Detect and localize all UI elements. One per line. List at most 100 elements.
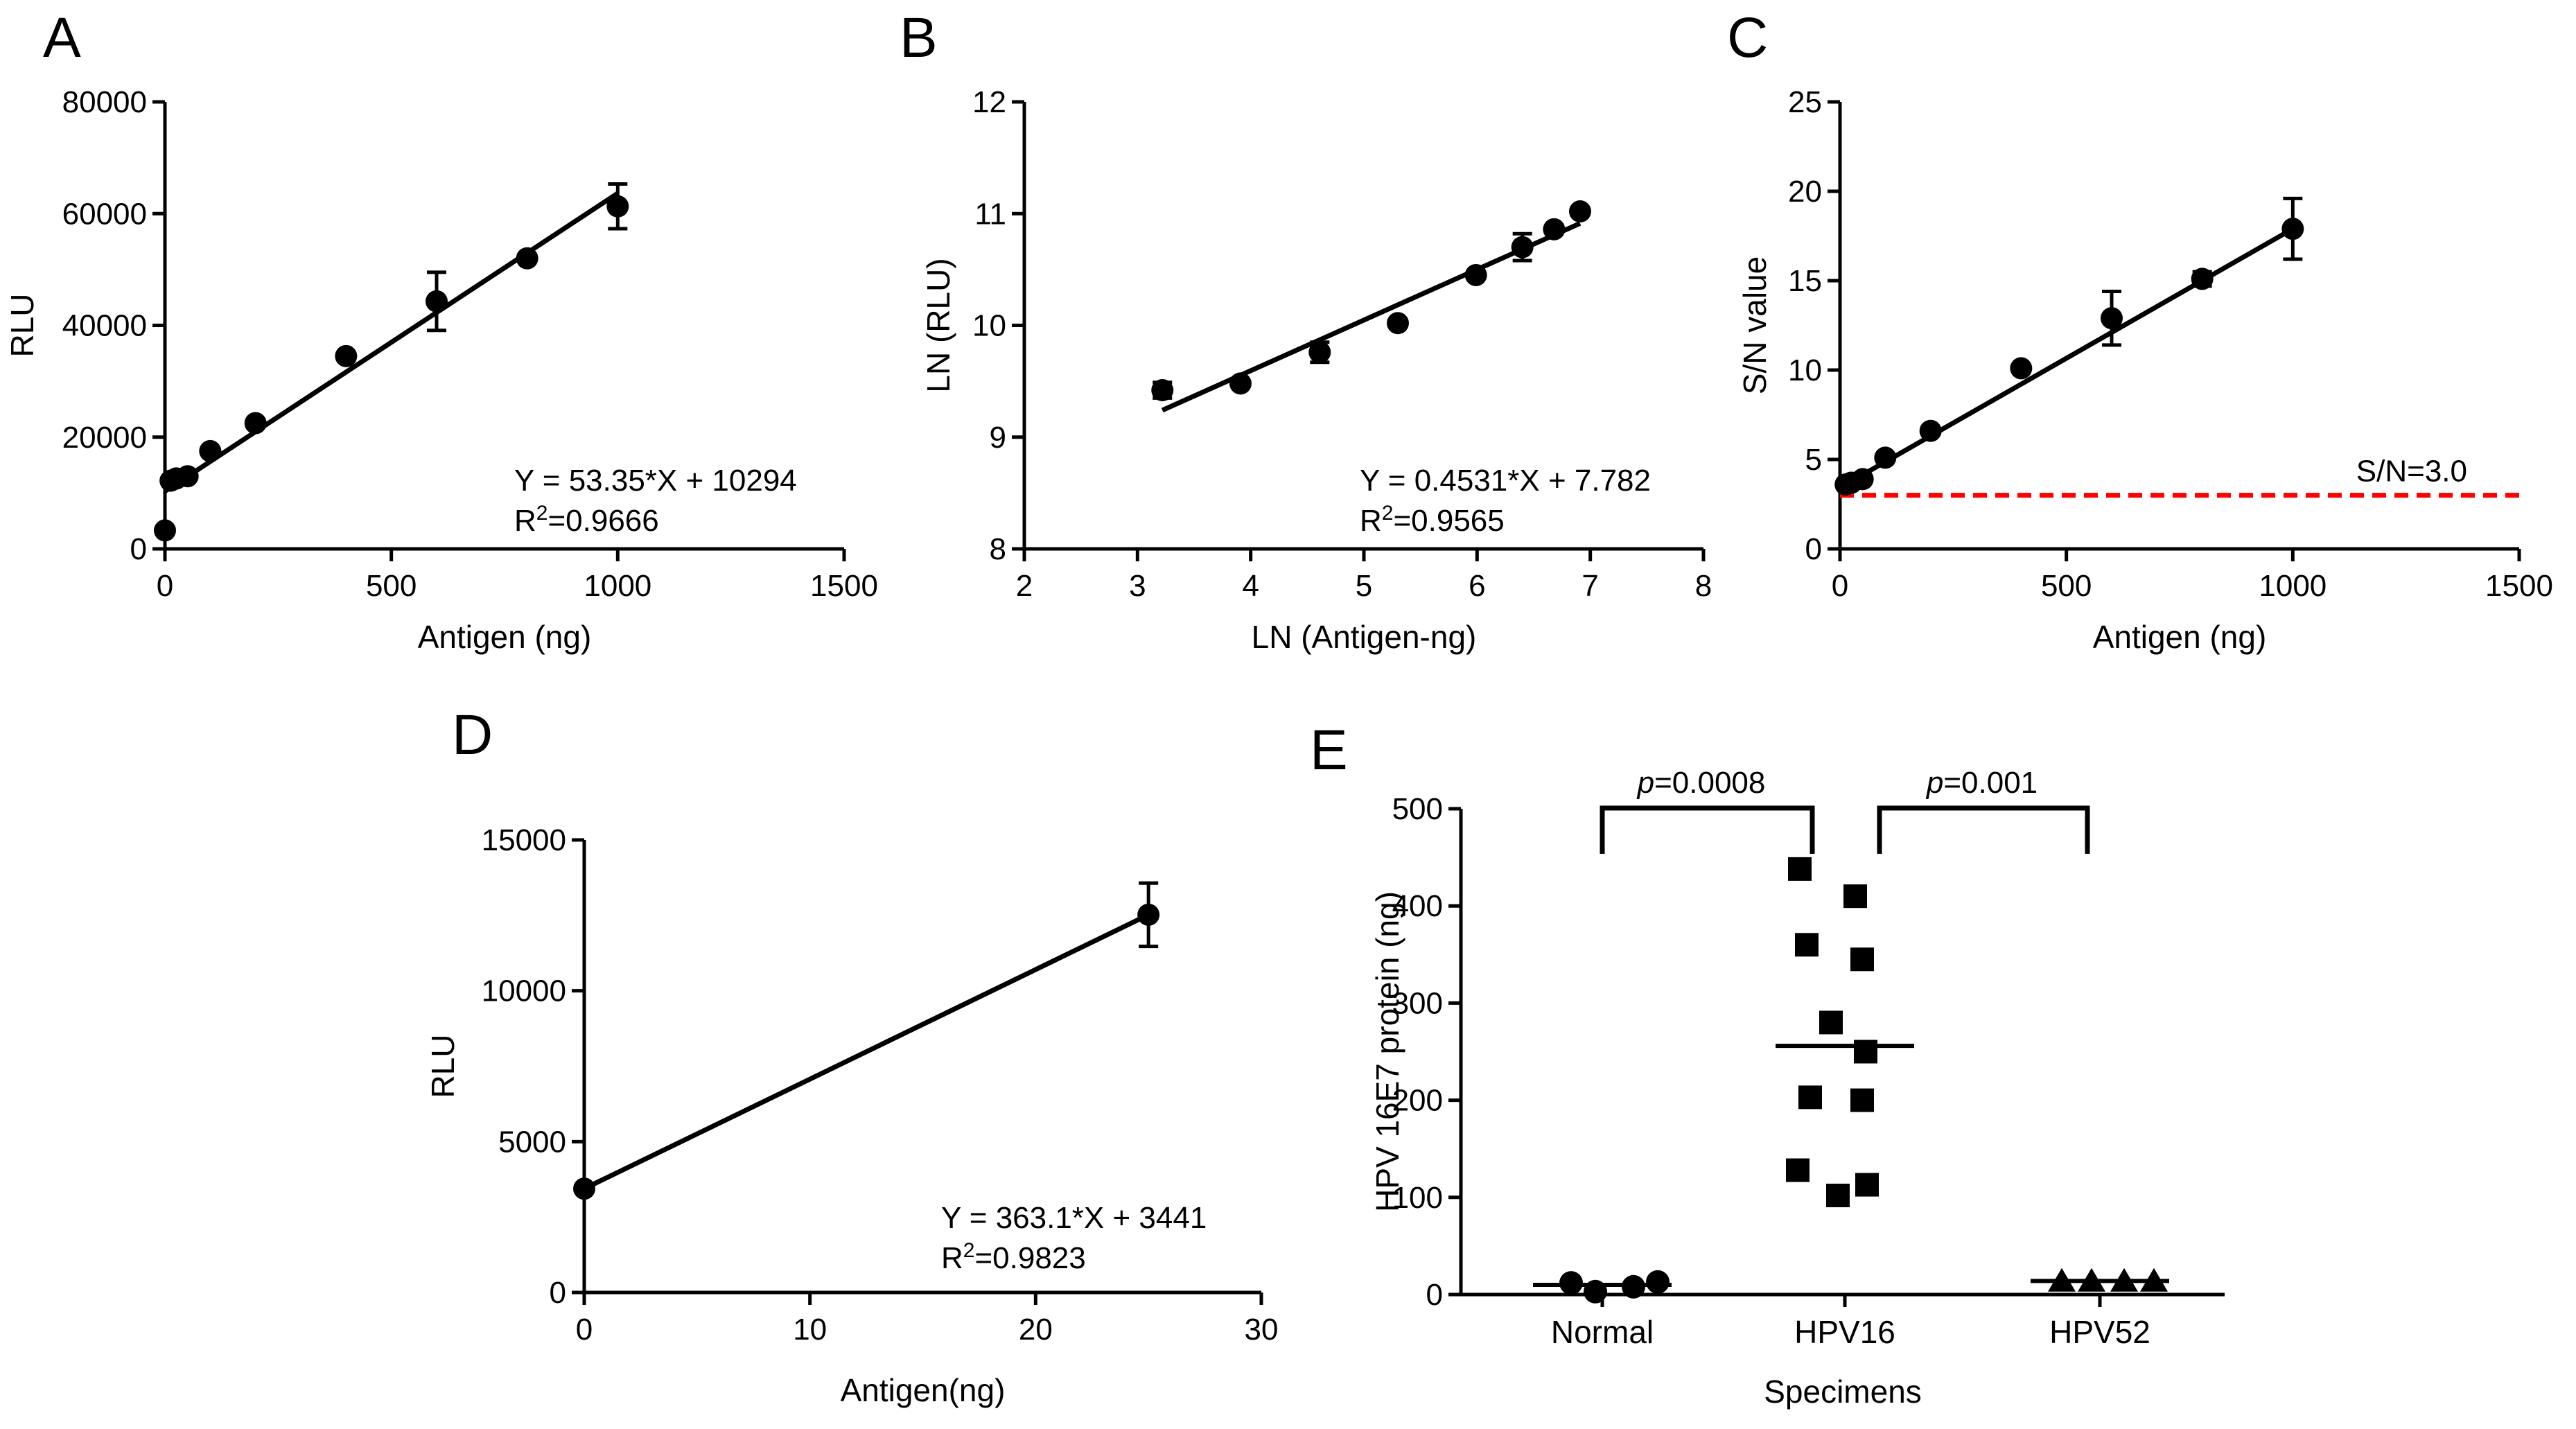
x-tick-label: 3	[1129, 569, 1146, 603]
x-tick-label: 8	[1695, 569, 1712, 603]
group-hpv52	[2031, 1268, 2169, 1292]
data-point	[1786, 1158, 1810, 1182]
y-tick-label: 500	[1392, 792, 1443, 826]
x-axis-label: LN (Antigen-ng)	[1252, 619, 1477, 655]
r-squared-symbol: R	[1360, 504, 1382, 538]
category-label: HPV16	[1794, 1314, 1895, 1350]
data-point	[1826, 1183, 1850, 1207]
y-tick-label: 10	[1788, 353, 1822, 387]
significance-bracket	[1877, 805, 2090, 854]
y-tick-label: 0	[1426, 1278, 1443, 1312]
r-squared: R2=0.9823	[941, 1239, 1086, 1275]
p-value-label: p=0.0008	[1636, 766, 1766, 800]
r-squared-value: =0.9823	[974, 1241, 1085, 1275]
y-tick-label: 0	[1805, 532, 1822, 566]
x-axis-label: Specimens	[1764, 1374, 1922, 1410]
fit-line	[164, 191, 620, 493]
data-point	[244, 412, 267, 435]
data-point	[606, 195, 629, 218]
data-point	[426, 290, 448, 313]
data-point	[1850, 1088, 1874, 1112]
data-point	[1568, 200, 1591, 223]
group-hpv16	[1776, 857, 1914, 1207]
threshold-label: S/N=3.0	[2356, 455, 2467, 489]
panel-c: 0 5 10 15 20 25 0 500 1000 1500 Antigen (ng) S/N va…	[1737, 85, 2553, 655]
y-tick-label: 10	[972, 309, 1006, 343]
y-tick-label: 60000	[62, 197, 147, 231]
r-squared-value: =0.9666	[547, 504, 658, 538]
data-point	[154, 519, 176, 542]
x-tick-label: 1000	[2259, 569, 2327, 603]
fit-line	[1844, 227, 2295, 487]
y-tick-label: 15000	[482, 823, 566, 857]
panel-letter-c: C	[1727, 6, 1768, 69]
x-tick-label: 6	[1469, 569, 1485, 603]
y-tick-label: 200	[1392, 1084, 1443, 1118]
data-point	[1854, 1040, 1877, 1064]
panel-letter-d: D	[452, 703, 493, 766]
x-tick-label: 2	[1016, 569, 1033, 603]
data-point	[1387, 312, 1409, 335]
y-tick-label: 15	[1788, 264, 1822, 298]
y-tick-label: 0	[130, 532, 147, 566]
data-point	[1788, 857, 1812, 881]
data-point	[2191, 268, 2214, 290]
fit-equation: Y = 0.4531*X + 7.782	[1360, 464, 1651, 498]
x-tick-label: 0	[157, 569, 173, 603]
data-point	[1819, 1010, 1843, 1035]
fit-equation: Y = 363.1*X + 3441	[941, 1201, 1207, 1235]
significance-bracket	[1600, 805, 1815, 854]
data-point	[516, 247, 538, 270]
y-tick-label: 5	[1805, 443, 1822, 477]
panel-e: 0 100 200 300 400 500 Specimens HPV 16E7 protei…	[1369, 766, 2225, 1410]
data-point	[2010, 357, 2033, 380]
data-point	[1464, 263, 1487, 286]
data-point	[1137, 903, 1160, 926]
x-tick-label: 500	[366, 569, 417, 603]
data-point	[1843, 884, 1867, 909]
x-tick-label: 1000	[584, 569, 651, 603]
y-tick-label: 400	[1392, 889, 1443, 923]
y-axis-label: S/N value	[1737, 256, 1773, 394]
p-symbol: p	[1636, 766, 1654, 800]
data-point	[199, 439, 222, 462]
x-tick-label: 20	[1019, 1313, 1053, 1347]
y-tick-label: 40000	[62, 309, 147, 343]
y-axis-label: LN (RLU)	[920, 258, 956, 392]
data-point	[1795, 933, 1819, 957]
p-symbol: p	[1925, 766, 1943, 800]
x-tick-label: 1500	[2485, 569, 2553, 603]
y-axis-label: RLU	[4, 293, 40, 357]
data-point	[176, 465, 199, 488]
data-point	[2281, 218, 2304, 240]
data-point	[1308, 341, 1331, 364]
data-point	[1151, 379, 1174, 402]
x-tick-label: 0	[576, 1313, 593, 1347]
y-axis-label: RLU	[425, 1034, 461, 1098]
panel-d: 0 5000 10000 15000 0 10 20 30 Antigen(ng) RLU Y = …	[425, 823, 1278, 1408]
data-point	[1855, 1173, 1879, 1197]
r-squared-exponent: 2	[536, 502, 548, 525]
y-tick-label: 9	[990, 421, 1006, 455]
panel-b: 8 9 10 11 12 2 3 4 5 6 7 8 LN (Antigen-ng) LN (RLU) Y …	[920, 85, 1712, 655]
panel-letter-e: E	[1310, 719, 1348, 782]
fit-line	[583, 912, 1150, 1191]
x-tick-label: 0	[1832, 569, 1848, 603]
y-tick-label: 100	[1392, 1181, 1443, 1215]
x-axis-label: Antigen (ng)	[2093, 619, 2267, 655]
x-tick-label: 1500	[810, 569, 878, 603]
category-label: Normal	[1551, 1314, 1654, 1350]
data-point	[1851, 468, 1874, 491]
data-point	[1229, 372, 1252, 395]
data-point	[1646, 1270, 1670, 1294]
y-tick-label: 8	[990, 532, 1006, 566]
data-point	[2101, 307, 2123, 330]
y-tick-label: 300	[1392, 986, 1443, 1020]
y-tick-label: 11	[974, 197, 1006, 231]
y-tick-label: 25	[1788, 85, 1822, 119]
data-point	[573, 1177, 595, 1200]
y-tick-label: 0	[550, 1276, 566, 1310]
y-tick-label: 80000	[62, 85, 147, 119]
x-tick-label: 30	[1245, 1313, 1279, 1347]
r-squared-symbol: R	[514, 504, 536, 538]
